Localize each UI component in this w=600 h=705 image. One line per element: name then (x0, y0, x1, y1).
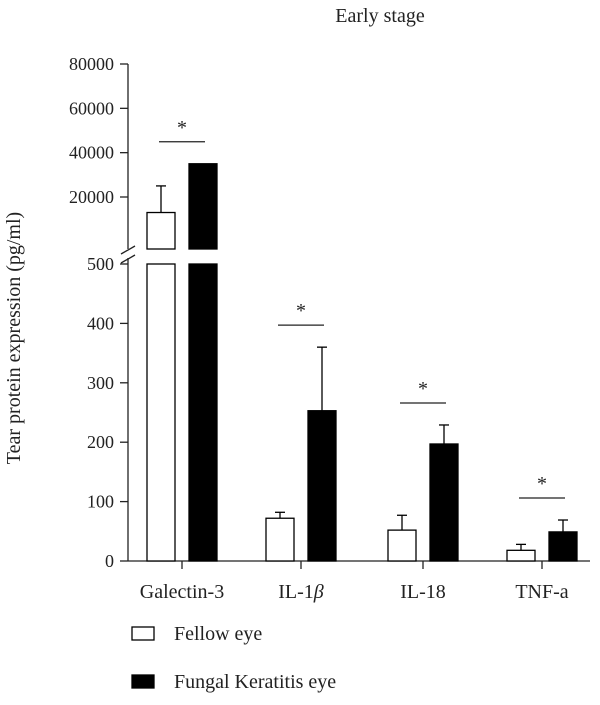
bar (429, 443, 459, 562)
y-tick-label: 80000 (69, 54, 114, 74)
bar (548, 531, 578, 562)
x-tick-label: IL-1β (278, 581, 324, 603)
bar (146, 211, 176, 250)
y-tick-label: 40000 (69, 143, 114, 163)
x-tick-label: TNF-a (515, 581, 568, 603)
y-tick-label: 100 (87, 492, 114, 512)
x-tick-label: IL-18 (400, 581, 446, 603)
y-tick-label: 300 (87, 373, 114, 393)
bar (146, 263, 176, 562)
bar (506, 549, 536, 562)
bar (387, 529, 417, 562)
bar (307, 410, 337, 562)
significance-star: * (537, 473, 547, 495)
bar (188, 263, 218, 562)
y-tick-label: 60000 (69, 98, 114, 118)
y-axis-label: Tear protein expression (pg/ml) (3, 212, 25, 464)
y-tick-label: 200 (87, 432, 114, 452)
legend-swatch (131, 674, 155, 689)
significance-star: * (296, 300, 306, 322)
y-tick-label: 500 (87, 254, 114, 274)
significance-star: * (177, 117, 187, 139)
y-tick-label: 0 (105, 551, 114, 571)
chart-title: Early stage (335, 5, 425, 27)
significance-star: * (418, 378, 428, 400)
legend: Fellow eye Fungal Keratitis eye (131, 623, 336, 693)
y-tick-label: 400 (87, 313, 114, 333)
legend-swatch (131, 626, 155, 641)
axis-break-mark (120, 245, 136, 255)
x-tick-label: Galectin-3 (140, 581, 224, 603)
bar (265, 517, 295, 562)
legend-label: Fellow eye (174, 623, 262, 645)
bar (188, 163, 218, 250)
axis-break-mark (120, 254, 136, 264)
legend-label: Fungal Keratitis eye (174, 671, 336, 693)
y-tick-label: 20000 (69, 187, 114, 207)
